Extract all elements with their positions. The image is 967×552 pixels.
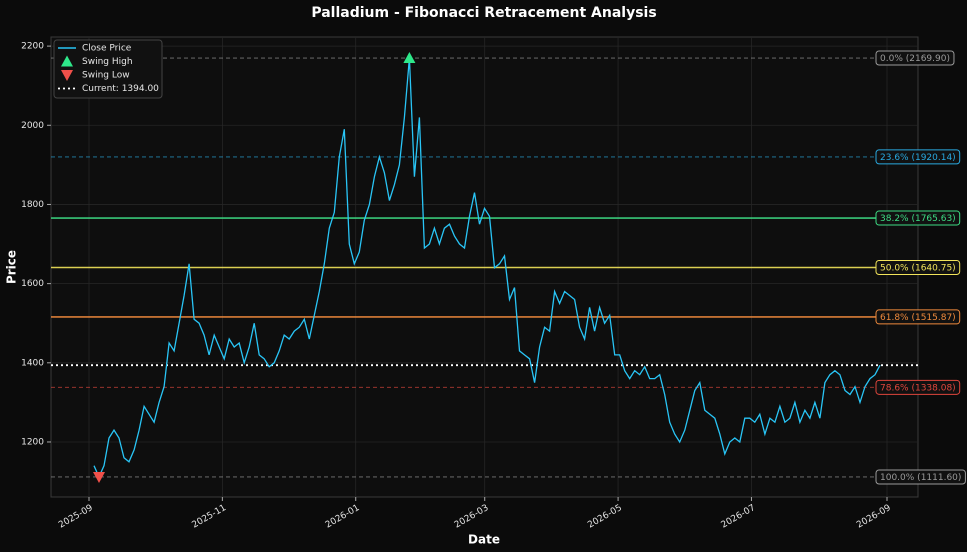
fib-level-tag-box (875, 379, 961, 395)
legend: Close Price Swing High Swing Low Current: 1… (53, 39, 163, 99)
y-tick-label: 1600 (21, 279, 44, 289)
fib-level-tag: 23.6% (1920.14) (875, 149, 961, 165)
fib-level-label: 78.6% (1338.08) (880, 383, 956, 393)
legend-label: Swing Low (82, 71, 130, 81)
fib-level-tag-box (875, 149, 961, 165)
fib-level-label: 50.0% (1640.75) (880, 263, 956, 273)
fib-level-tag-box (875, 210, 961, 226)
fib-level-label: 0.0% (2169.90) (880, 54, 950, 64)
y-tick-label: 1800 (21, 200, 44, 210)
fib-level-tag: 50.0% (1640.75) (875, 259, 961, 275)
fib-level-tag-box (875, 309, 961, 325)
legend-swatch (61, 55, 73, 67)
fib-level-label: 38.2% (1765.63) (880, 214, 956, 224)
swing-high-marker (403, 52, 416, 64)
fib-level-tag-box (875, 50, 955, 66)
legend-label: Swing High (82, 57, 133, 67)
swing-low-marker (93, 471, 106, 483)
y-axis-label: Price (5, 250, 19, 284)
fib-level-tag: 61.8% (1515.87) (875, 309, 961, 325)
fib-level-tag-box (875, 469, 966, 485)
fib-level-label: 100.0% (1111.60) (880, 473, 961, 483)
legend-label: Close Price (82, 44, 132, 54)
fib-level-tag: 0.0% (2169.90) (875, 50, 955, 66)
y-tick-label: 1400 (21, 358, 44, 368)
fib-level-tag: 100.0% (1111.60) (875, 469, 966, 485)
legend-swatch (61, 70, 73, 81)
fib-level-label: 61.8% (1515.87) (880, 313, 956, 323)
fib-level-tag: 78.6% (1338.08) (875, 379, 961, 395)
fib-level-tag: 38.2% (1765.63) (875, 210, 961, 226)
chart-title: Palladium - Fibonacci Retracement Analys… (311, 5, 656, 21)
y-tick-label: 2200 (21, 42, 44, 52)
fib-level-tag-box (875, 259, 961, 275)
fib-level-label: 23.6% (1920.14) (880, 153, 956, 163)
legend-box (53, 39, 163, 99)
x-axis-label: Date (468, 533, 500, 547)
close-price-line (93, 57, 881, 479)
y-tick-label: 1200 (21, 437, 44, 447)
legend-label: Current: 1394.00 (82, 84, 159, 94)
y-tick-label: 2000 (21, 121, 44, 131)
